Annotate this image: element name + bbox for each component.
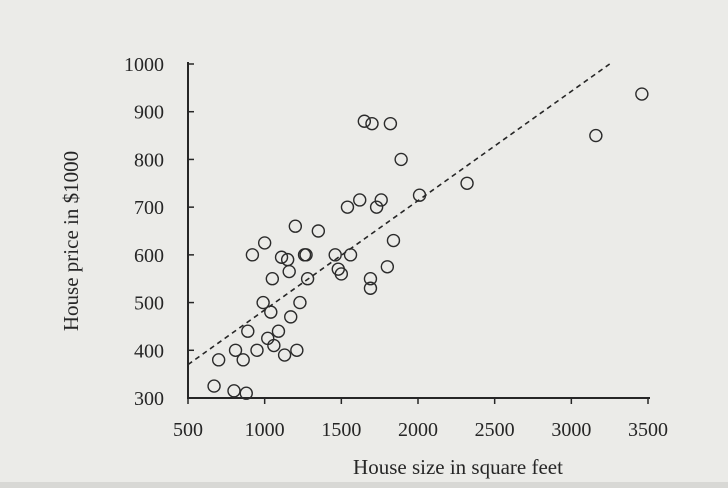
data-point xyxy=(343,248,358,262)
data-point xyxy=(207,379,221,393)
data-point xyxy=(267,338,281,353)
data-point xyxy=(257,236,272,250)
x-tick-label: 3500 xyxy=(628,419,668,441)
data-point xyxy=(300,272,315,286)
data-point xyxy=(635,87,649,101)
y-tick-label: 800 xyxy=(134,149,164,171)
data-point xyxy=(284,310,298,324)
data-point xyxy=(394,152,408,167)
data-point xyxy=(271,324,286,338)
data-point xyxy=(357,114,372,128)
data-point xyxy=(245,248,260,262)
data-point xyxy=(589,128,603,143)
data-point xyxy=(241,324,255,338)
data-point xyxy=(277,348,292,362)
data-point xyxy=(228,343,243,357)
data-point xyxy=(265,272,280,286)
bottom-edge xyxy=(0,482,728,488)
data-point xyxy=(250,343,264,357)
y-tick-label: 900 xyxy=(134,102,164,124)
data-point xyxy=(386,233,401,248)
data-point xyxy=(211,353,226,367)
data-point xyxy=(288,219,303,233)
data-point xyxy=(340,200,355,214)
axes xyxy=(187,62,650,399)
data-point xyxy=(311,224,326,238)
x-tick-label: 500 xyxy=(173,419,203,441)
data-point xyxy=(227,384,241,398)
data-point xyxy=(264,305,278,319)
y-tick-label: 500 xyxy=(134,293,164,315)
data-point xyxy=(374,193,388,207)
data-point xyxy=(412,188,427,202)
y-tick-label: 400 xyxy=(134,340,164,362)
data-point xyxy=(369,200,384,214)
y-tick-label: 1000 xyxy=(124,54,164,76)
data-point xyxy=(328,248,342,262)
data-point xyxy=(363,281,378,295)
x-tick-label: 3000 xyxy=(551,419,591,441)
x-axis-title: House size in square feet xyxy=(353,455,563,479)
data-point xyxy=(256,295,270,310)
data-point xyxy=(383,116,398,131)
data-points xyxy=(207,87,649,400)
y-tick-label: 300 xyxy=(134,388,164,410)
x-tick-label: 1000 xyxy=(245,419,285,441)
x-tick-label: 1500 xyxy=(321,419,361,441)
data-point xyxy=(282,264,296,279)
x-tick-label: 2000 xyxy=(398,419,438,441)
y-axis-ticks: 300 400 500 600 700 800 900 1000 xyxy=(124,54,194,410)
data-point xyxy=(363,272,378,286)
data-point xyxy=(460,176,474,190)
data-point xyxy=(299,248,313,262)
y-tick-label: 700 xyxy=(134,197,164,219)
data-point xyxy=(334,267,349,281)
x-tick-label: 2500 xyxy=(475,419,515,441)
data-point xyxy=(380,260,395,274)
y-tick-label: 600 xyxy=(134,245,164,267)
data-point xyxy=(236,353,250,367)
data-point xyxy=(290,343,304,357)
x-axis-ticks: 500 1000 1500 2000 2500 3000 3500 xyxy=(173,398,668,441)
data-point xyxy=(261,331,275,346)
data-point xyxy=(365,116,379,131)
data-point xyxy=(353,193,367,207)
data-point xyxy=(239,386,253,400)
trend-line xyxy=(187,63,611,366)
data-point xyxy=(274,250,289,264)
y-axis-title: House price in $1000 xyxy=(59,151,83,331)
data-point xyxy=(293,295,307,310)
